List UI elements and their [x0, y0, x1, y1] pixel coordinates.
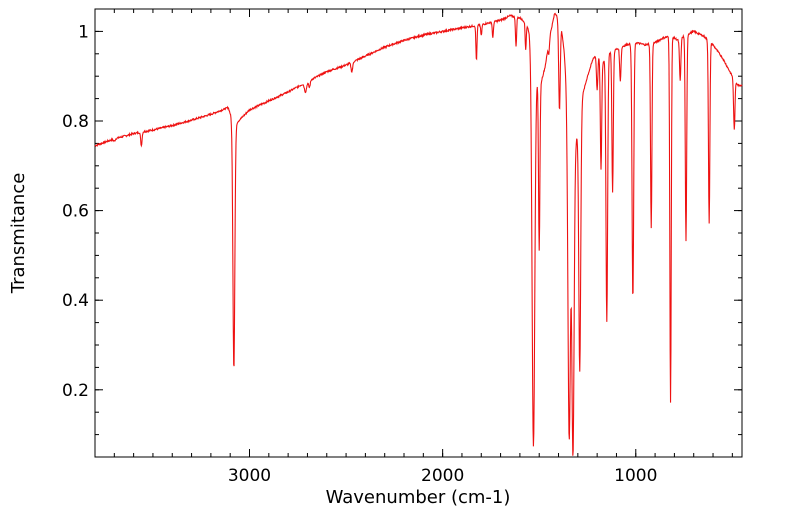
y-tick-label: 0.8 — [62, 112, 89, 132]
plot-area — [94, 8, 743, 458]
axis-ticks — [94, 8, 742, 458]
x-axis-label: Wavenumber (cm-1) — [326, 487, 511, 508]
x-tick-label: 2000 — [421, 466, 464, 486]
y-tick-label: 0.4 — [62, 291, 89, 311]
y-tick-label: 0.6 — [62, 202, 89, 222]
axis-tick-labels: 3000 2000 1000 0.2 0.4 0.6 0.8 1 — [62, 22, 657, 486]
x-tick-label: 1000 — [614, 466, 657, 486]
y-tick-label: 0.2 — [62, 381, 89, 401]
y-axis-label: Transmitance — [8, 173, 29, 295]
plot-frame — [94, 8, 743, 458]
series-line-ir-spectrum — [94, 12, 743, 456]
x-tick-label: 3000 — [228, 466, 271, 486]
y-tick-label: 1 — [78, 22, 89, 42]
